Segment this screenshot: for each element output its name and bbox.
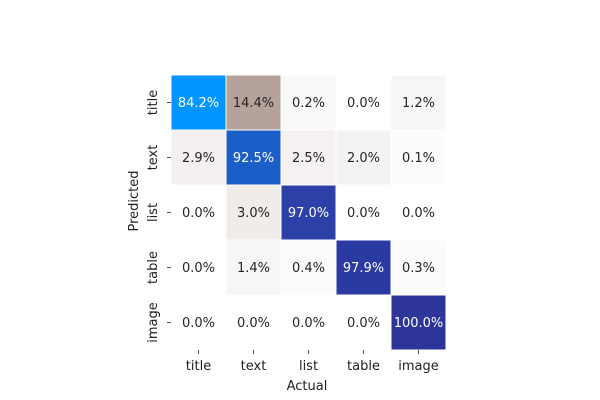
heatmap-cell-table-image (390, 239, 447, 296)
cell-value-label: 92.5% (233, 151, 274, 166)
cell-value-label: 97.0% (288, 206, 329, 221)
heatmap-cell-text-image (390, 129, 447, 186)
x-axis-ticks: title text list table image (186, 350, 439, 374)
x-tick-label-table: table (347, 359, 380, 374)
y-axis-ticks: title text list table image (146, 90, 171, 343)
heatmap-cells: 84.2% 14.4% 0.2% 0.0% 1.2% 2.9% 92.5% 2.5% 2.0% 0… (170, 74, 447, 351)
heatmap-cell-image-title (170, 294, 227, 351)
cell-value-label: 0.0% (292, 316, 325, 331)
x-tick-label-title: title (186, 359, 211, 374)
heatmap-cell-list-text (225, 184, 282, 241)
cell-value-label: 0.0% (347, 316, 380, 331)
heatmap-cell-text-list (280, 129, 337, 186)
y-tick-label-image: image (146, 302, 161, 343)
y-tick-label-list: list (146, 203, 161, 222)
heatmap-cell-title-text (225, 74, 282, 131)
cell-value-label: 0.1% (402, 151, 435, 166)
cell-value-label: 0.3% (402, 261, 435, 276)
heatmap-cell-image-text (225, 294, 282, 351)
heatmap-cell-table-text (225, 239, 282, 296)
x-tick-label-text: text (241, 359, 267, 374)
y-tick-label-title: title (146, 90, 161, 115)
cell-value-label: 2.5% (292, 151, 325, 166)
cell-value-label: 0.0% (182, 206, 215, 221)
cell-value-label: 14.4% (233, 96, 274, 111)
cell-value-label: 0.0% (237, 316, 270, 331)
heatmap-cell-table-list (280, 239, 337, 296)
cell-value-label: 1.2% (402, 96, 435, 111)
y-axis-label: Predicted (127, 170, 142, 231)
cell-value-label: 0.0% (182, 316, 215, 331)
x-tick-label-list: list (299, 359, 318, 374)
cell-value-label: 0.0% (402, 206, 435, 221)
cell-value-label: 84.2% (178, 96, 219, 111)
y-tick-label-table: table (146, 251, 161, 284)
cell-value-label: 3.0% (237, 206, 270, 221)
cell-value-label: 100.0% (394, 316, 444, 331)
x-axis-label: Actual (287, 379, 328, 394)
cell-value-label: 1.4% (237, 261, 270, 276)
cell-value-label: 97.9% (343, 261, 384, 276)
cell-value-label: 0.0% (347, 206, 380, 221)
cell-value-label: 2.9% (182, 151, 215, 166)
cell-value-label: 2.0% (347, 151, 380, 166)
heatmap-cell-table-table (335, 239, 392, 296)
cell-value-label: 0.2% (292, 96, 325, 111)
heatmap-cell-image-image (390, 294, 447, 351)
heatmap-cell-title-title (170, 74, 227, 131)
heatmap-cell-image-list (280, 294, 337, 351)
cell-value-label: 0.0% (182, 261, 215, 276)
cell-value-label: 0.4% (292, 261, 325, 276)
cell-value-label: 0.0% (347, 96, 380, 111)
heatmap-cell-title-list (280, 74, 337, 131)
x-tick-label-image: image (398, 359, 439, 374)
y-tick-label-text: text (146, 145, 161, 171)
heatmap-cell-list-table (335, 184, 392, 241)
